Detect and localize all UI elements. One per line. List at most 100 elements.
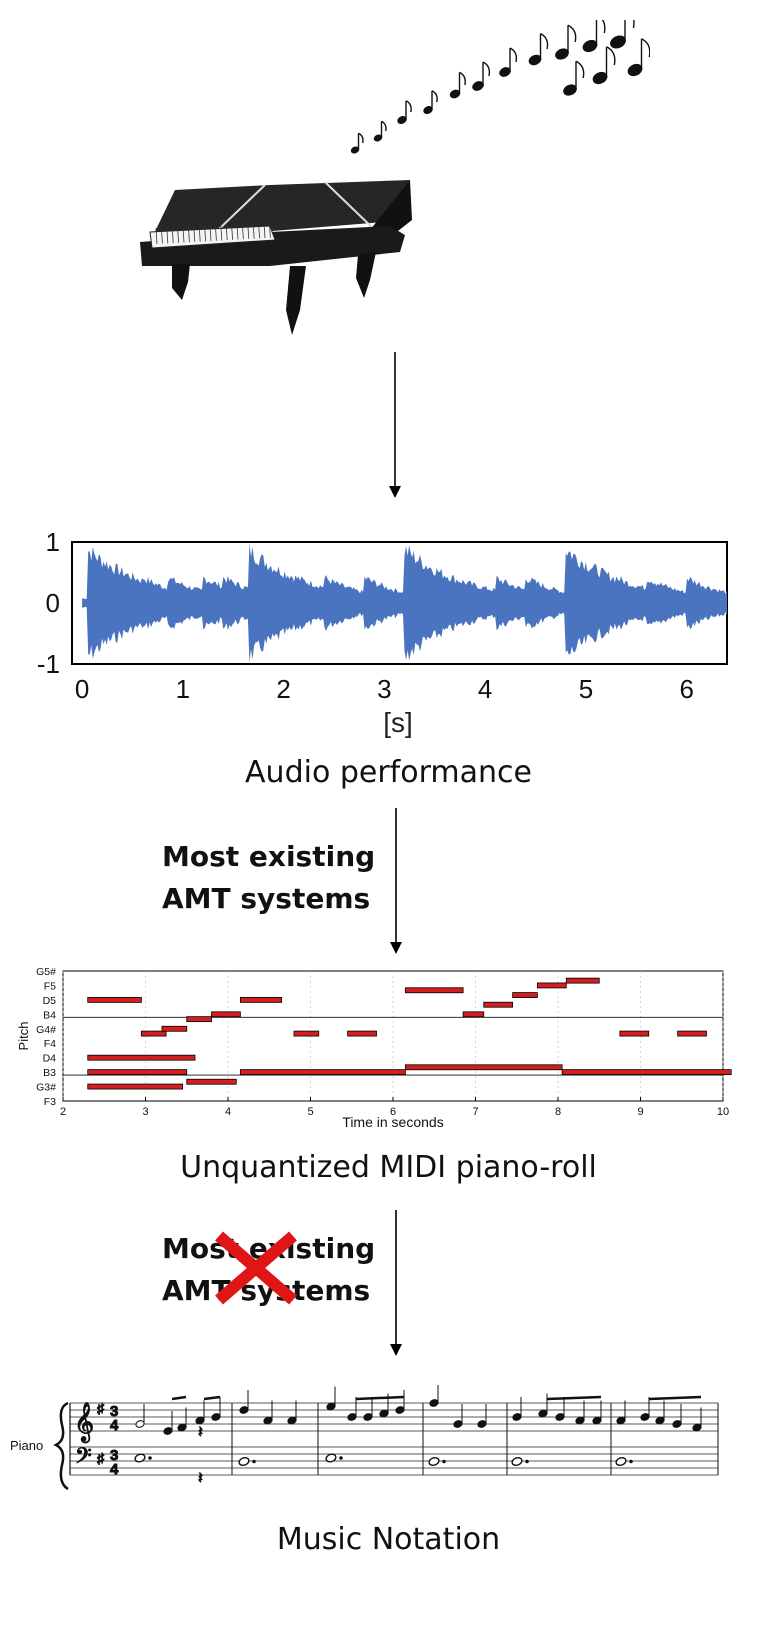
waveform-y-tick-label: -1 [37, 649, 60, 679]
piano-roll-y-tick-label: F4 [44, 1038, 56, 1050]
quarter-rest-icon: 𝄽 [198, 1424, 203, 1441]
piano-roll-x-tick-label: 10 [717, 1106, 729, 1118]
waveform-x-tick-label: 6 [679, 674, 693, 704]
piano-roll-note [87, 1069, 188, 1076]
dot [339, 1456, 343, 1460]
audio-caption: Audio performance [245, 755, 532, 790]
instrument-label: Piano [10, 1438, 43, 1453]
amt-label-line1: Most existing [162, 840, 376, 873]
note-head [615, 1457, 627, 1466]
dot [148, 1456, 152, 1460]
amt-crossed-label: Most existing AMT systems [162, 1228, 375, 1312]
waveform-x-tick-label: 1 [176, 674, 190, 704]
time-signature-top: 3 [110, 1447, 118, 1464]
waveform-y-tick-label: 0 [46, 588, 60, 618]
piano-roll-y-tick-label: F3 [44, 1096, 56, 1108]
piano-roll-x-tick-label: 2 [60, 1106, 66, 1118]
down-arrow-icon [389, 352, 401, 498]
piano-roll-x-tick-label: 4 [225, 1106, 231, 1118]
grand-piano-icon [140, 180, 412, 335]
time-signature-bottom: 4 [110, 1417, 119, 1434]
piano-roll-note [186, 1016, 212, 1023]
note-beam [171, 1395, 187, 1401]
note-head [428, 1457, 440, 1466]
down-arrow-icon [390, 808, 402, 954]
piano-roll-y-tick-label: G3# [36, 1082, 56, 1094]
piano-roll-note [561, 1069, 732, 1076]
piano-roll-note [565, 977, 600, 984]
piano-roll-y-tick-label: G5# [36, 966, 56, 978]
piano-roll-note [186, 1078, 237, 1085]
notation-caption: Music Notation [276, 1522, 501, 1557]
piano-roll-note [87, 1083, 184, 1090]
note-head [511, 1457, 523, 1466]
note-beam [355, 1395, 405, 1401]
midi-caption: Unquantized MIDI piano-roll [180, 1150, 597, 1185]
piano-illustration [140, 20, 650, 335]
piano-roll-x-tick-label: 6 [390, 1106, 396, 1118]
piano-roll-note [536, 982, 567, 989]
piano-roll-note [462, 1011, 485, 1018]
treble-clef-icon: 𝄞 [74, 1403, 94, 1443]
key-signature-sharp-icon: ♯ [97, 1400, 105, 1416]
waveform-x-tick-label: 4 [478, 674, 492, 704]
piano-roll-note [512, 992, 538, 998]
dot [252, 1459, 256, 1464]
piano-roll-note [677, 1030, 707, 1037]
time-signature-bottom: 4 [110, 1461, 119, 1478]
piano-roll-note [87, 1054, 196, 1061]
note-beam [648, 1395, 702, 1401]
piano-roll-y-tick-label: D4 [43, 1053, 57, 1065]
piano-roll-x-tick-label: 7 [472, 1106, 478, 1118]
quarter-rest-icon: 𝄽 [198, 1470, 203, 1487]
piano-roll-x-tick-label: 3 [142, 1106, 148, 1118]
waveform-x-tick-label: 0 [75, 674, 89, 704]
dot [629, 1459, 633, 1464]
waveform-x-axis-label: [s] [383, 707, 413, 738]
note-head [238, 1457, 250, 1466]
note-head [134, 1453, 146, 1463]
grand-staff-brace [53, 1401, 69, 1491]
note-head [325, 1453, 337, 1463]
waveform-x-tick-label: 3 [377, 674, 391, 704]
piano-roll-note [404, 1064, 563, 1071]
key-signature-sharp-icon: ♯ [97, 1450, 105, 1466]
dot [525, 1459, 529, 1464]
piano-roll-y-axis-label: Pitch [16, 1022, 31, 1051]
piano-roll-y-tick-label: G4# [36, 1024, 56, 1036]
piano-roll-note [161, 1025, 188, 1032]
time-signature-top: 3 [110, 1403, 118, 1420]
piano-roll-note [347, 1030, 377, 1037]
piano-roll-x-tick-label: 8 [555, 1106, 561, 1118]
piano-roll-note [140, 1030, 167, 1037]
music-notes-icon [350, 20, 650, 154]
bass-clef-icon: 𝄢 [75, 1443, 92, 1473]
piano-roll-x-axis-label: Time in seconds [342, 1114, 443, 1130]
waveform-x-tick-label: 5 [579, 674, 593, 704]
piano-roll-note [483, 1001, 514, 1008]
note-beam [546, 1395, 602, 1401]
piano-roll-chart: G5# F5 D5 B4 G4# F4 D4 B3 G3# F3 2 3 4 5 6 7 8 9 10 Time … [16, 966, 732, 1130]
waveform-series [82, 543, 728, 663]
piano-roll-y-tick-label: F5 [44, 980, 56, 992]
red-x-icon [215, 1231, 297, 1305]
piano-roll-x-tick-label: 5 [307, 1106, 313, 1118]
piano-roll-y-tick-label: B3 [43, 1067, 56, 1079]
piano-roll-note [619, 1030, 650, 1037]
down-arrow-icon [390, 1210, 402, 1356]
piano-roll-y-tick-label: D5 [43, 995, 57, 1007]
note-beam [203, 1395, 221, 1401]
piano-roll-note [87, 996, 142, 1003]
amt-label: Most existing AMT systems [162, 836, 375, 920]
piano-roll-x-tick-label: 9 [637, 1106, 643, 1118]
waveform-chart: 0 1 2 3 4 5 6 1 0 -1 [s] [37, 527, 728, 738]
piano-roll-y-tick-label: B4 [43, 1009, 56, 1021]
dot [442, 1459, 446, 1464]
piano-roll-note [404, 987, 464, 994]
piano-roll-note [239, 996, 283, 1003]
piano-roll-note [293, 1030, 320, 1037]
waveform-x-tick-label: 2 [276, 674, 290, 704]
amt-label-line2: AMT systems [162, 882, 371, 915]
piano-roll-note [211, 1011, 241, 1018]
